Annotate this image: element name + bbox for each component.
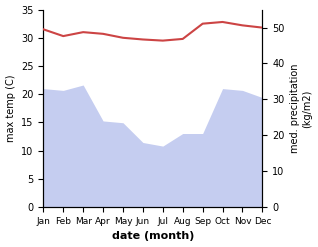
Y-axis label: med. precipitation
(kg/m2): med. precipitation (kg/m2) xyxy=(290,64,313,153)
X-axis label: date (month): date (month) xyxy=(112,231,194,242)
Y-axis label: max temp (C): max temp (C) xyxy=(5,75,16,142)
